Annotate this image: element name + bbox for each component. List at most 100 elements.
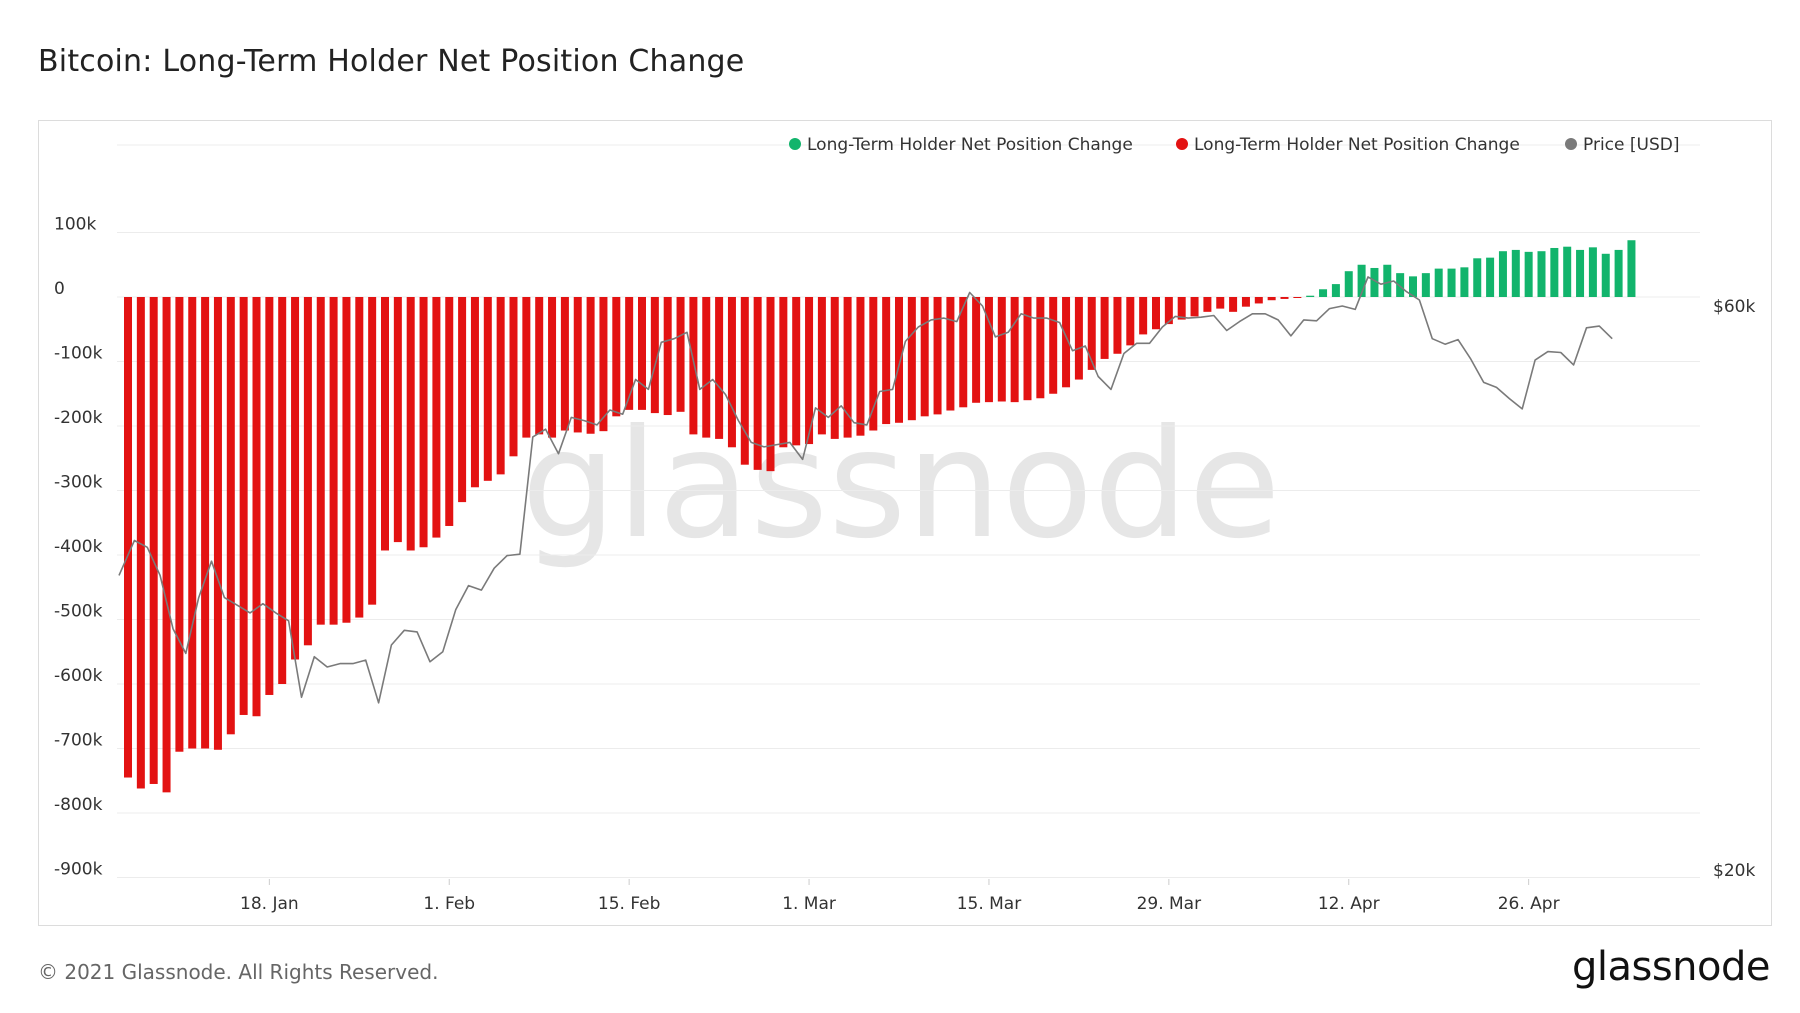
bar-positive [1344, 271, 1353, 297]
bar-negative [843, 297, 852, 438]
bar-negative [1216, 297, 1225, 309]
bar-negative [856, 297, 865, 436]
bar-positive [1614, 249, 1623, 297]
bar-negative [175, 297, 184, 752]
bar-negative [1126, 297, 1135, 346]
bar-negative [1036, 297, 1045, 399]
y-axis-left: 100k 0 -100k -200k -300k -400k -500k -600k -700k… [54, 215, 103, 880]
bar-negative [342, 297, 351, 623]
bar-negative [1293, 297, 1302, 298]
bar-negative [1241, 297, 1250, 307]
bar-negative [612, 297, 621, 417]
bar-negative [432, 297, 441, 538]
y-left-tick-label: -200k [54, 408, 103, 428]
y-left-tick-label: -900k [54, 860, 103, 880]
bar-negative [278, 297, 287, 684]
bar-negative [817, 297, 826, 435]
bar-negative [470, 297, 479, 488]
page-title: Bitcoin: Long-Term Holder Net Position C… [38, 44, 745, 79]
bar-negative [959, 297, 968, 408]
x-tick-label: 12. Apr [1318, 894, 1380, 914]
y-left-tick-label: 0 [54, 279, 65, 299]
bar-positive [1383, 264, 1392, 297]
bar-negative [1010, 297, 1019, 403]
y-left-tick-label: -300k [54, 473, 103, 493]
bar-positive [1357, 264, 1366, 297]
bar-negative [830, 297, 839, 439]
bar-negative [239, 297, 248, 715]
legend-item-negative[interactable]: Long-Term Holder Net Position Change [1176, 135, 1520, 155]
bar-negative [753, 297, 762, 470]
legend-label-price: Price [USD] [1583, 135, 1679, 155]
bar-negative [419, 297, 428, 548]
legend-item-positive[interactable]: Long-Term Holder Net Position Change [789, 135, 1133, 155]
legend-label-positive: Long-Term Holder Net Position Change [807, 135, 1133, 155]
y-left-tick-label: -100k [54, 344, 103, 364]
bar-positive [1421, 273, 1430, 297]
bar-positive [1511, 249, 1520, 297]
bar-positive [1409, 276, 1417, 297]
bar-positive [1370, 267, 1379, 297]
bar-negative [393, 297, 402, 543]
chart-svg: glassnode 100k 0 -100k -200k -300k -400k -500k… [54, 135, 1755, 914]
bar-negative [1023, 297, 1032, 401]
bar-negative [1267, 297, 1276, 301]
y-left-tick-label: -600k [54, 666, 103, 686]
bar-positive [1563, 246, 1572, 297]
bar-negative [625, 297, 634, 410]
bar-negative [1139, 297, 1148, 335]
x-tick-label: 15. Mar [957, 894, 1022, 914]
bar-negative [355, 297, 364, 618]
bar-negative [406, 297, 415, 551]
legend-item-price[interactable]: Price [USD] [1565, 135, 1679, 155]
bar-negative [381, 297, 389, 551]
bar-negative [149, 297, 158, 784]
y-left-tick-label: -700k [54, 731, 103, 751]
bar-negative [226, 297, 235, 735]
bar-positive [1306, 295, 1315, 297]
bar-positive [1576, 249, 1585, 297]
bar-negative [984, 297, 993, 403]
bar-negative [522, 297, 531, 438]
bar-positive [1537, 251, 1546, 297]
bar-negative [548, 297, 557, 438]
bar-negative [946, 297, 955, 411]
bar-negative [303, 297, 312, 646]
bar-negative [727, 297, 736, 448]
bar-positive [1460, 267, 1469, 297]
legend-label-negative: Long-Term Holder Net Position Change [1194, 135, 1520, 155]
x-tick-label: 1. Mar [782, 894, 836, 914]
bar-positive [1331, 284, 1340, 297]
bar-negative [368, 297, 377, 605]
y-left-tick-label: 100k [54, 215, 96, 235]
bar-negative [805, 297, 814, 445]
bar-negative [265, 297, 274, 695]
glassnode-logo[interactable]: glassnode [1571, 944, 1771, 990]
y-left-tick-label: -800k [54, 795, 103, 815]
y-left-tick-label: -400k [54, 537, 103, 557]
bar-negative [689, 297, 698, 435]
y-right-tick-label: $60k [1713, 297, 1755, 317]
bar-negative [972, 297, 981, 403]
legend[interactable]: Long-Term Holder Net Position Change Lon… [789, 135, 1679, 155]
chart-container: glassnode 100k 0 -100k -200k -300k -400k -500k… [38, 120, 1772, 926]
bar-negative [1049, 297, 1058, 394]
price-line [118, 276, 1613, 704]
bar-negative [162, 297, 171, 793]
bar-negative [1087, 297, 1096, 370]
bar-positive [1627, 240, 1636, 297]
bar-negative [650, 297, 659, 414]
x-tick-label: 26. Apr [1498, 894, 1560, 914]
bar-negative [895, 297, 903, 423]
bar-negative [1164, 297, 1173, 325]
bar-negative [1229, 297, 1238, 312]
x-tick-label: 18. Jan [240, 894, 299, 914]
bar-negative [1074, 297, 1083, 380]
bar-negative [496, 297, 505, 475]
bar-negative [997, 297, 1006, 402]
bar-negative [329, 297, 338, 625]
bar-negative [124, 297, 132, 778]
bar-series [124, 240, 1636, 793]
bar-negative [792, 297, 801, 446]
bar-negative [1280, 297, 1289, 299]
